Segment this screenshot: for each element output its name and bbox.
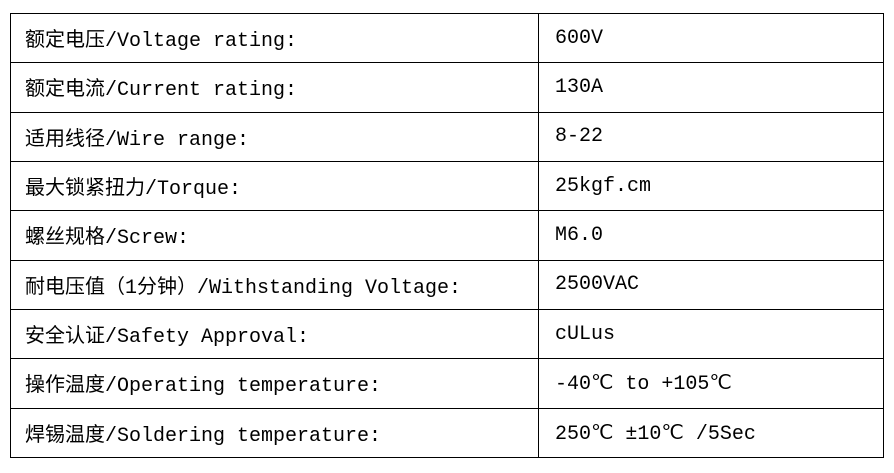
spec-value: 2500VAC [537, 259, 885, 310]
table-row: 安全认证/Safety Approval: cULus [10, 308, 885, 360]
table-row: 适用线径/Wire range: 8-22 [10, 111, 885, 162]
spec-value: -40℃ to +105℃ [537, 358, 885, 409]
spec-value: M6.0 [537, 210, 885, 261]
table-row: 耐电压值（1分钟）/Withstanding Voltage: 2500VAC [10, 259, 885, 310]
spec-label: 螺丝规格/Screw: [10, 210, 539, 261]
spec-label: 额定电流/Current rating: [10, 62, 539, 113]
spec-value: 130A [537, 62, 885, 113]
spec-value: 25kgf.cm [537, 160, 885, 212]
spec-value: cULus [537, 308, 885, 360]
spec-label: 耐电压值（1分钟）/Withstanding Voltage: [10, 259, 539, 310]
spec-label: 适用线径/Wire range: [10, 111, 539, 162]
spec-value: 250℃ ±10℃ /5Sec [537, 407, 885, 459]
spec-label: 焊锡温度/Soldering temperature: [10, 407, 539, 459]
spec-label: 操作温度/Operating temperature: [10, 358, 539, 409]
spec-table: 额定电压/Voltage rating: 600V 额定电流/Current r… [10, 12, 885, 459]
spec-value: 600V [537, 12, 885, 64]
spec-label: 最大锁紧扭力/Torque: [10, 160, 539, 212]
spec-table-container: 额定电压/Voltage rating: 600V 额定电流/Current r… [10, 12, 885, 459]
spec-label: 额定电压/Voltage rating: [10, 12, 539, 64]
table-row: 螺丝规格/Screw: M6.0 [10, 210, 885, 261]
table-row: 焊锡温度/Soldering temperature: 250℃ ±10℃ /5… [10, 407, 885, 459]
table-row: 额定电流/Current rating: 130A [10, 62, 885, 113]
table-row: 最大锁紧扭力/Torque: 25kgf.cm [10, 160, 885, 212]
spec-value: 8-22 [537, 111, 885, 162]
table-row: 操作温度/Operating temperature: -40℃ to +105… [10, 358, 885, 409]
spec-label: 安全认证/Safety Approval: [10, 308, 539, 360]
table-row: 额定电压/Voltage rating: 600V [10, 12, 885, 64]
